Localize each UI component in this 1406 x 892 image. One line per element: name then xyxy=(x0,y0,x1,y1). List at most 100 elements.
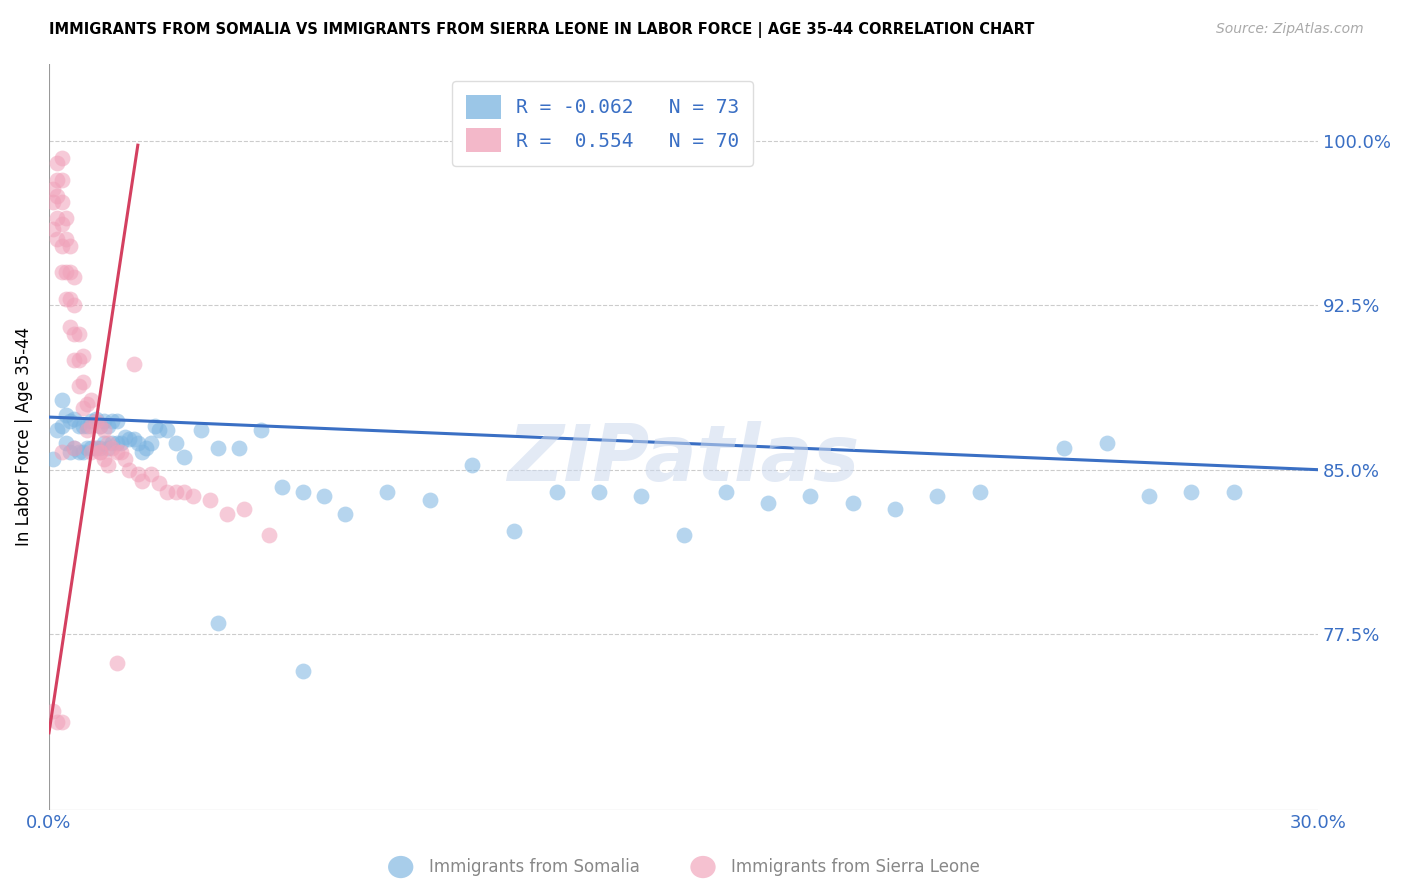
Point xyxy=(80,441,103,455)
Point xyxy=(76,441,98,455)
Point xyxy=(93,436,115,450)
Point xyxy=(67,418,90,433)
Point xyxy=(110,445,132,459)
Y-axis label: In Labor Force | Age 35-44: In Labor Force | Age 35-44 xyxy=(15,327,32,547)
Point xyxy=(51,217,73,231)
Point xyxy=(207,616,229,631)
Point xyxy=(67,326,90,341)
Point xyxy=(51,714,73,729)
Point xyxy=(93,423,115,437)
Point xyxy=(63,441,86,455)
Point xyxy=(122,358,145,372)
Point xyxy=(46,232,69,246)
Point xyxy=(80,392,103,407)
Point xyxy=(59,239,82,253)
Point xyxy=(97,436,120,450)
Point xyxy=(46,173,69,187)
Point xyxy=(173,450,195,464)
Point xyxy=(101,441,124,455)
Text: Immigrants from Somalia: Immigrants from Somalia xyxy=(429,858,640,876)
Point xyxy=(842,495,865,509)
Point xyxy=(884,502,907,516)
Point xyxy=(105,414,128,428)
Point xyxy=(89,445,111,459)
Point xyxy=(114,451,136,466)
Point xyxy=(135,441,157,455)
Point xyxy=(55,232,77,246)
Point xyxy=(84,414,107,428)
Point xyxy=(101,436,124,450)
Point xyxy=(148,423,170,437)
Point xyxy=(546,484,568,499)
Point xyxy=(672,528,695,542)
Point xyxy=(76,397,98,411)
Point xyxy=(72,349,94,363)
Point xyxy=(46,211,69,225)
Point xyxy=(207,441,229,455)
Point xyxy=(51,418,73,433)
Point xyxy=(165,436,187,450)
Point xyxy=(127,436,149,450)
Point xyxy=(89,418,111,433)
Point xyxy=(46,714,69,729)
Point xyxy=(59,292,82,306)
Point xyxy=(110,436,132,450)
Point xyxy=(257,528,280,542)
Point xyxy=(67,353,90,368)
Point xyxy=(42,451,65,466)
Point xyxy=(228,441,250,455)
Point xyxy=(63,412,86,426)
Point xyxy=(630,489,652,503)
Point xyxy=(1053,441,1076,455)
Point xyxy=(51,445,73,459)
Point xyxy=(232,502,254,516)
Point xyxy=(291,484,314,499)
Point xyxy=(72,418,94,433)
Point xyxy=(927,489,949,503)
Point xyxy=(55,436,77,450)
Point xyxy=(190,423,212,437)
Point xyxy=(969,484,991,499)
Point xyxy=(148,475,170,490)
Point xyxy=(59,320,82,334)
Point xyxy=(72,401,94,416)
Point xyxy=(89,418,111,433)
Point xyxy=(1137,489,1160,503)
Point xyxy=(756,495,779,509)
Point xyxy=(89,441,111,455)
Point xyxy=(377,484,399,499)
Point xyxy=(51,239,73,253)
Point xyxy=(1222,484,1244,499)
Point xyxy=(51,173,73,187)
Point xyxy=(67,445,90,459)
Point xyxy=(51,195,73,210)
Point xyxy=(46,155,69,169)
Point xyxy=(461,458,484,473)
Point xyxy=(51,265,73,279)
Point xyxy=(105,656,128,670)
Point xyxy=(84,441,107,455)
Point xyxy=(173,484,195,499)
Point xyxy=(270,480,292,494)
Point xyxy=(72,445,94,459)
Point xyxy=(55,211,77,225)
Point xyxy=(42,704,65,718)
Point xyxy=(122,432,145,446)
Point xyxy=(55,408,77,422)
Point xyxy=(1180,484,1202,499)
Point xyxy=(165,484,187,499)
Point xyxy=(84,441,107,455)
Point xyxy=(80,418,103,433)
Point xyxy=(198,493,221,508)
Point xyxy=(42,221,65,235)
Point xyxy=(80,414,103,428)
Point xyxy=(42,195,65,210)
Point xyxy=(105,445,128,459)
Point xyxy=(215,507,238,521)
Point xyxy=(76,423,98,437)
Point xyxy=(89,445,111,459)
Point xyxy=(156,484,179,499)
Text: Source: ZipAtlas.com: Source: ZipAtlas.com xyxy=(1216,22,1364,37)
Point xyxy=(143,418,166,433)
Point xyxy=(93,414,115,428)
